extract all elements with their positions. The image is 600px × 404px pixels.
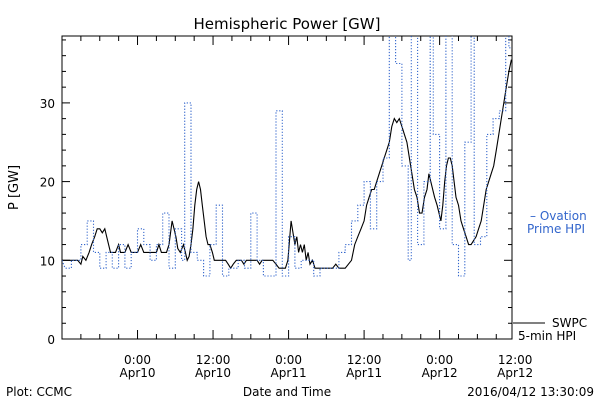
x-axis-label: Date and Time — [243, 385, 331, 399]
x-tick-time-label: 12:00 — [347, 353, 382, 367]
footer-timestamp: 2016/04/12 13:30:09 — [467, 385, 594, 399]
x-tick-time-label: 12:00 — [498, 353, 533, 367]
y-tick-label: 20 — [40, 176, 55, 190]
x-tick-date-label: Apr11 — [271, 366, 307, 380]
y-tick-label: 30 — [40, 97, 55, 111]
legend-ovation-line2: Prime HPI — [527, 222, 585, 236]
plot-frame — [61, 35, 513, 340]
x-tick-time-label: 0:00 — [124, 353, 151, 367]
x-tick-date-label: Apr10 — [195, 366, 231, 380]
series-ovation-line — [62, 36, 512, 277]
x-tick-time-label: 0:00 — [275, 353, 302, 367]
x-tick-time-label: 12:00 — [196, 353, 231, 367]
series-swpc-line — [62, 59, 512, 270]
legend-ovation-line1: – Ovation — [530, 209, 587, 223]
x-tick-date-label: Apr12 — [497, 366, 533, 380]
x-tick-time-label: 0:00 — [426, 353, 453, 367]
x-tick-date-label: Apr10 — [120, 366, 156, 380]
y-tick-label: 0 — [47, 333, 55, 347]
legend-swpc-line1: SWPC — [552, 316, 587, 330]
chart-title: Hemispheric Power [GW] — [194, 15, 381, 33]
footer-plot-source: Plot: CCMC — [6, 385, 72, 399]
legend-swpc-line2: 5-min HPI — [518, 329, 576, 343]
x-tick-date-label: Apr12 — [422, 366, 458, 380]
x-tick-date-label: Apr11 — [346, 366, 382, 380]
y-axis-label: P [GW] — [7, 165, 22, 210]
y-tick-label: 10 — [40, 254, 55, 268]
